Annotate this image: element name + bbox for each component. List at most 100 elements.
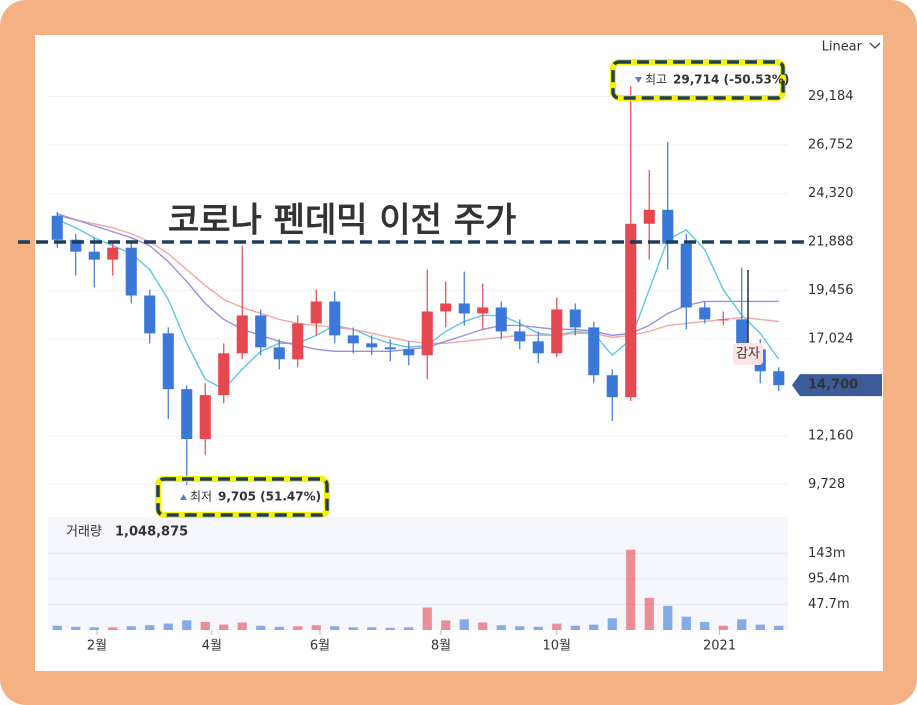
volume-bar: [607, 618, 617, 630]
volume-bar: [774, 625, 784, 630]
candle-body: [588, 327, 600, 376]
candle-body: [773, 371, 785, 386]
volume-bar: [348, 627, 358, 630]
volume-bar: [644, 597, 654, 630]
volume-bar: [52, 625, 62, 630]
volume-bar: [145, 625, 155, 630]
scale-toggle[interactable]: Linear: [822, 40, 863, 55]
volume-bar: [570, 625, 580, 630]
candle-body: [273, 347, 285, 360]
candle-body: [477, 307, 489, 314]
volume-bar: [89, 627, 99, 630]
volume-bar: [422, 607, 432, 630]
candle-body: [218, 353, 230, 396]
y2-tick-label: 95.4m: [808, 571, 850, 586]
candle-body: [107, 247, 119, 260]
volume-bar: [367, 627, 377, 630]
marker-arrow: [180, 494, 187, 500]
marker-label: 최고: [645, 73, 667, 87]
volume-bar: [126, 626, 136, 630]
price-badge: [792, 374, 882, 397]
volume-bar: [71, 626, 81, 630]
y-tick-label: 21,888: [808, 234, 854, 249]
volume-bar: [441, 620, 451, 630]
y2-tick-label: 47.7m: [808, 597, 850, 612]
volume-bar: [404, 627, 414, 630]
volume-bar: [626, 549, 636, 630]
candle-body: [292, 323, 304, 360]
candle-body: [421, 311, 433, 356]
volume-bar: [478, 622, 488, 630]
volume-bar: [256, 625, 266, 630]
volume-bar: [293, 626, 303, 630]
volume-bar: [459, 619, 469, 630]
candle-body: [569, 309, 581, 328]
candle-body: [125, 247, 137, 296]
candle-body: [144, 295, 156, 334]
candle-body: [162, 333, 174, 390]
candle-body: [736, 319, 748, 350]
candle-body: [347, 335, 359, 344]
candle-body: [181, 389, 193, 439]
y-tick-label: 26,752: [808, 138, 854, 153]
candle-body: [88, 251, 100, 260]
volume-bar: [718, 625, 728, 630]
volume-value: 1,048,875: [115, 525, 188, 540]
candle-body: [699, 307, 711, 320]
volume-bar: [182, 620, 192, 630]
y-tick-label: 9,728: [808, 477, 845, 492]
y-tick-label: 24,320: [808, 186, 854, 201]
candle-body: [255, 315, 267, 348]
chevron[interactable]: [869, 42, 881, 49]
candle-body: [625, 223, 637, 398]
candle-body: [236, 315, 248, 354]
marker-arrow: [635, 77, 642, 83]
marker-value: 9,705 (51.47%): [218, 490, 321, 504]
candle-body: [514, 331, 526, 342]
moving-average: [57, 215, 779, 345]
candle-body: [310, 301, 322, 324]
volume-bar: [385, 627, 395, 630]
event-badge: [733, 343, 763, 365]
y-tick-label: 29,184: [808, 89, 854, 104]
candle-body: [643, 209, 655, 224]
candle-body: [662, 209, 674, 244]
volume-bar: [274, 626, 284, 630]
candle-body: [606, 375, 618, 398]
moving-average: [56, 219, 780, 391]
candle-body: [717, 319, 729, 321]
volume-bar: [533, 626, 543, 630]
highlight-box: [611, 60, 785, 100]
volume-bar: [163, 623, 173, 630]
candle-body: [384, 347, 396, 350]
volume-bar: [200, 621, 210, 630]
volume-bar: [515, 626, 525, 630]
highlight-box: [156, 477, 329, 517]
reference-label: 코로나 펜데믹 이전 주가: [168, 201, 516, 241]
candle-body: [51, 215, 63, 240]
volume-bar: [589, 624, 599, 630]
y-tick-label: 12,160: [808, 428, 854, 443]
volume-bar: [219, 624, 229, 630]
volume-bar: [330, 626, 340, 630]
x-tick-label: 2021: [703, 639, 736, 654]
marker-value: 29,714 (-50.53%): [673, 73, 789, 87]
x-tick-label: 6월: [310, 639, 330, 654]
x-tick-label: 8월: [431, 639, 451, 654]
candle-body: [440, 303, 452, 312]
volume-bar: [496, 625, 506, 630]
volume-bar: [311, 625, 321, 630]
x-tick-label: 4월: [202, 639, 222, 654]
event-label: 감자: [736, 347, 760, 362]
moving-average: [57, 213, 779, 353]
volume-bar: [552, 623, 562, 630]
volume-bar: [237, 622, 247, 630]
volume-label: 거래량: [66, 525, 102, 540]
volume-bar: [108, 627, 118, 630]
candle-body: [329, 301, 341, 336]
candle-body: [70, 239, 82, 252]
candle-body: [495, 307, 507, 332]
y2-tick-label: 143m: [808, 546, 845, 561]
x-tick-label: 10월: [542, 639, 571, 654]
